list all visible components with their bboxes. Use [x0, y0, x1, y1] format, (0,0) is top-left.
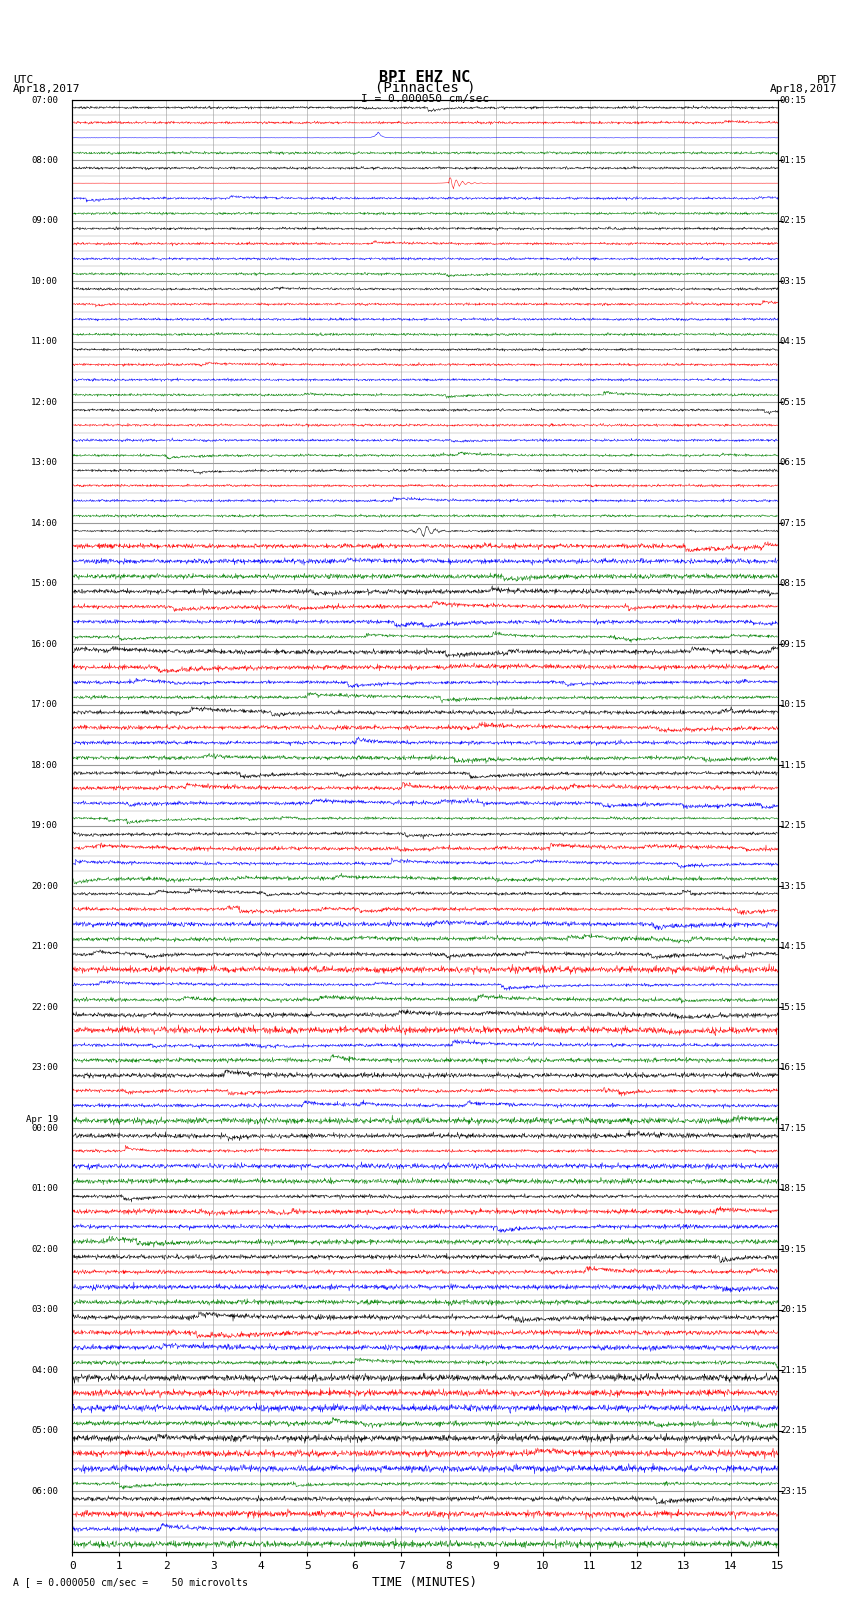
Text: PDT: PDT	[817, 74, 837, 84]
Text: Apr18,2017: Apr18,2017	[13, 84, 80, 94]
Text: 06:00: 06:00	[31, 1487, 58, 1495]
Text: 21:15: 21:15	[779, 1366, 807, 1374]
Text: 14:15: 14:15	[779, 942, 807, 952]
Text: Apr18,2017: Apr18,2017	[770, 84, 837, 94]
Text: 09:00: 09:00	[31, 216, 58, 226]
Text: 22:00: 22:00	[31, 1003, 58, 1011]
Text: 12:00: 12:00	[31, 398, 58, 406]
Text: UTC: UTC	[13, 74, 33, 84]
Text: 22:15: 22:15	[779, 1426, 807, 1436]
Text: 02:00: 02:00	[31, 1245, 58, 1253]
Text: 11:15: 11:15	[779, 761, 807, 769]
Text: 00:15: 00:15	[779, 95, 807, 105]
Text: 17:00: 17:00	[31, 700, 58, 710]
Text: I = 0.000050 cm/sec: I = 0.000050 cm/sec	[361, 94, 489, 105]
Text: (Pinnacles ): (Pinnacles )	[375, 81, 475, 94]
Text: 10:00: 10:00	[31, 277, 58, 286]
Text: 16:00: 16:00	[31, 640, 58, 648]
Text: 23:15: 23:15	[779, 1487, 807, 1495]
Text: 20:15: 20:15	[779, 1305, 807, 1315]
Text: 10:15: 10:15	[779, 700, 807, 710]
Text: 19:15: 19:15	[779, 1245, 807, 1253]
Text: 23:00: 23:00	[31, 1063, 58, 1073]
Text: 20:00: 20:00	[31, 882, 58, 890]
Text: 17:15: 17:15	[779, 1124, 807, 1132]
Text: 06:15: 06:15	[779, 458, 807, 468]
Text: Apr 19: Apr 19	[26, 1115, 58, 1124]
Text: 19:00: 19:00	[31, 821, 58, 831]
X-axis label: TIME (MINUTES): TIME (MINUTES)	[372, 1576, 478, 1589]
Text: BPI EHZ NC: BPI EHZ NC	[379, 69, 471, 84]
Text: 04:15: 04:15	[779, 337, 807, 347]
Text: 08:00: 08:00	[31, 156, 58, 165]
Text: 15:15: 15:15	[779, 1003, 807, 1011]
Text: 07:00: 07:00	[31, 95, 58, 105]
Text: 01:15: 01:15	[779, 156, 807, 165]
Text: 03:15: 03:15	[779, 277, 807, 286]
Text: 01:00: 01:00	[31, 1184, 58, 1194]
Text: 13:00: 13:00	[31, 458, 58, 468]
Text: 05:15: 05:15	[779, 398, 807, 406]
Text: 14:00: 14:00	[31, 519, 58, 527]
Text: 11:00: 11:00	[31, 337, 58, 347]
Text: 15:00: 15:00	[31, 579, 58, 589]
Text: 07:15: 07:15	[779, 519, 807, 527]
Text: 13:15: 13:15	[779, 882, 807, 890]
Text: 12:15: 12:15	[779, 821, 807, 831]
Text: 00:00: 00:00	[31, 1124, 58, 1132]
Text: 18:00: 18:00	[31, 761, 58, 769]
Text: 18:15: 18:15	[779, 1184, 807, 1194]
Text: 21:00: 21:00	[31, 942, 58, 952]
Text: 08:15: 08:15	[779, 579, 807, 589]
Text: 03:00: 03:00	[31, 1305, 58, 1315]
Text: 05:00: 05:00	[31, 1426, 58, 1436]
Text: 16:15: 16:15	[779, 1063, 807, 1073]
Text: A [ = 0.000050 cm/sec =    50 microvolts: A [ = 0.000050 cm/sec = 50 microvolts	[13, 1578, 247, 1587]
Text: 04:00: 04:00	[31, 1366, 58, 1374]
Text: 09:15: 09:15	[779, 640, 807, 648]
Text: 02:15: 02:15	[779, 216, 807, 226]
